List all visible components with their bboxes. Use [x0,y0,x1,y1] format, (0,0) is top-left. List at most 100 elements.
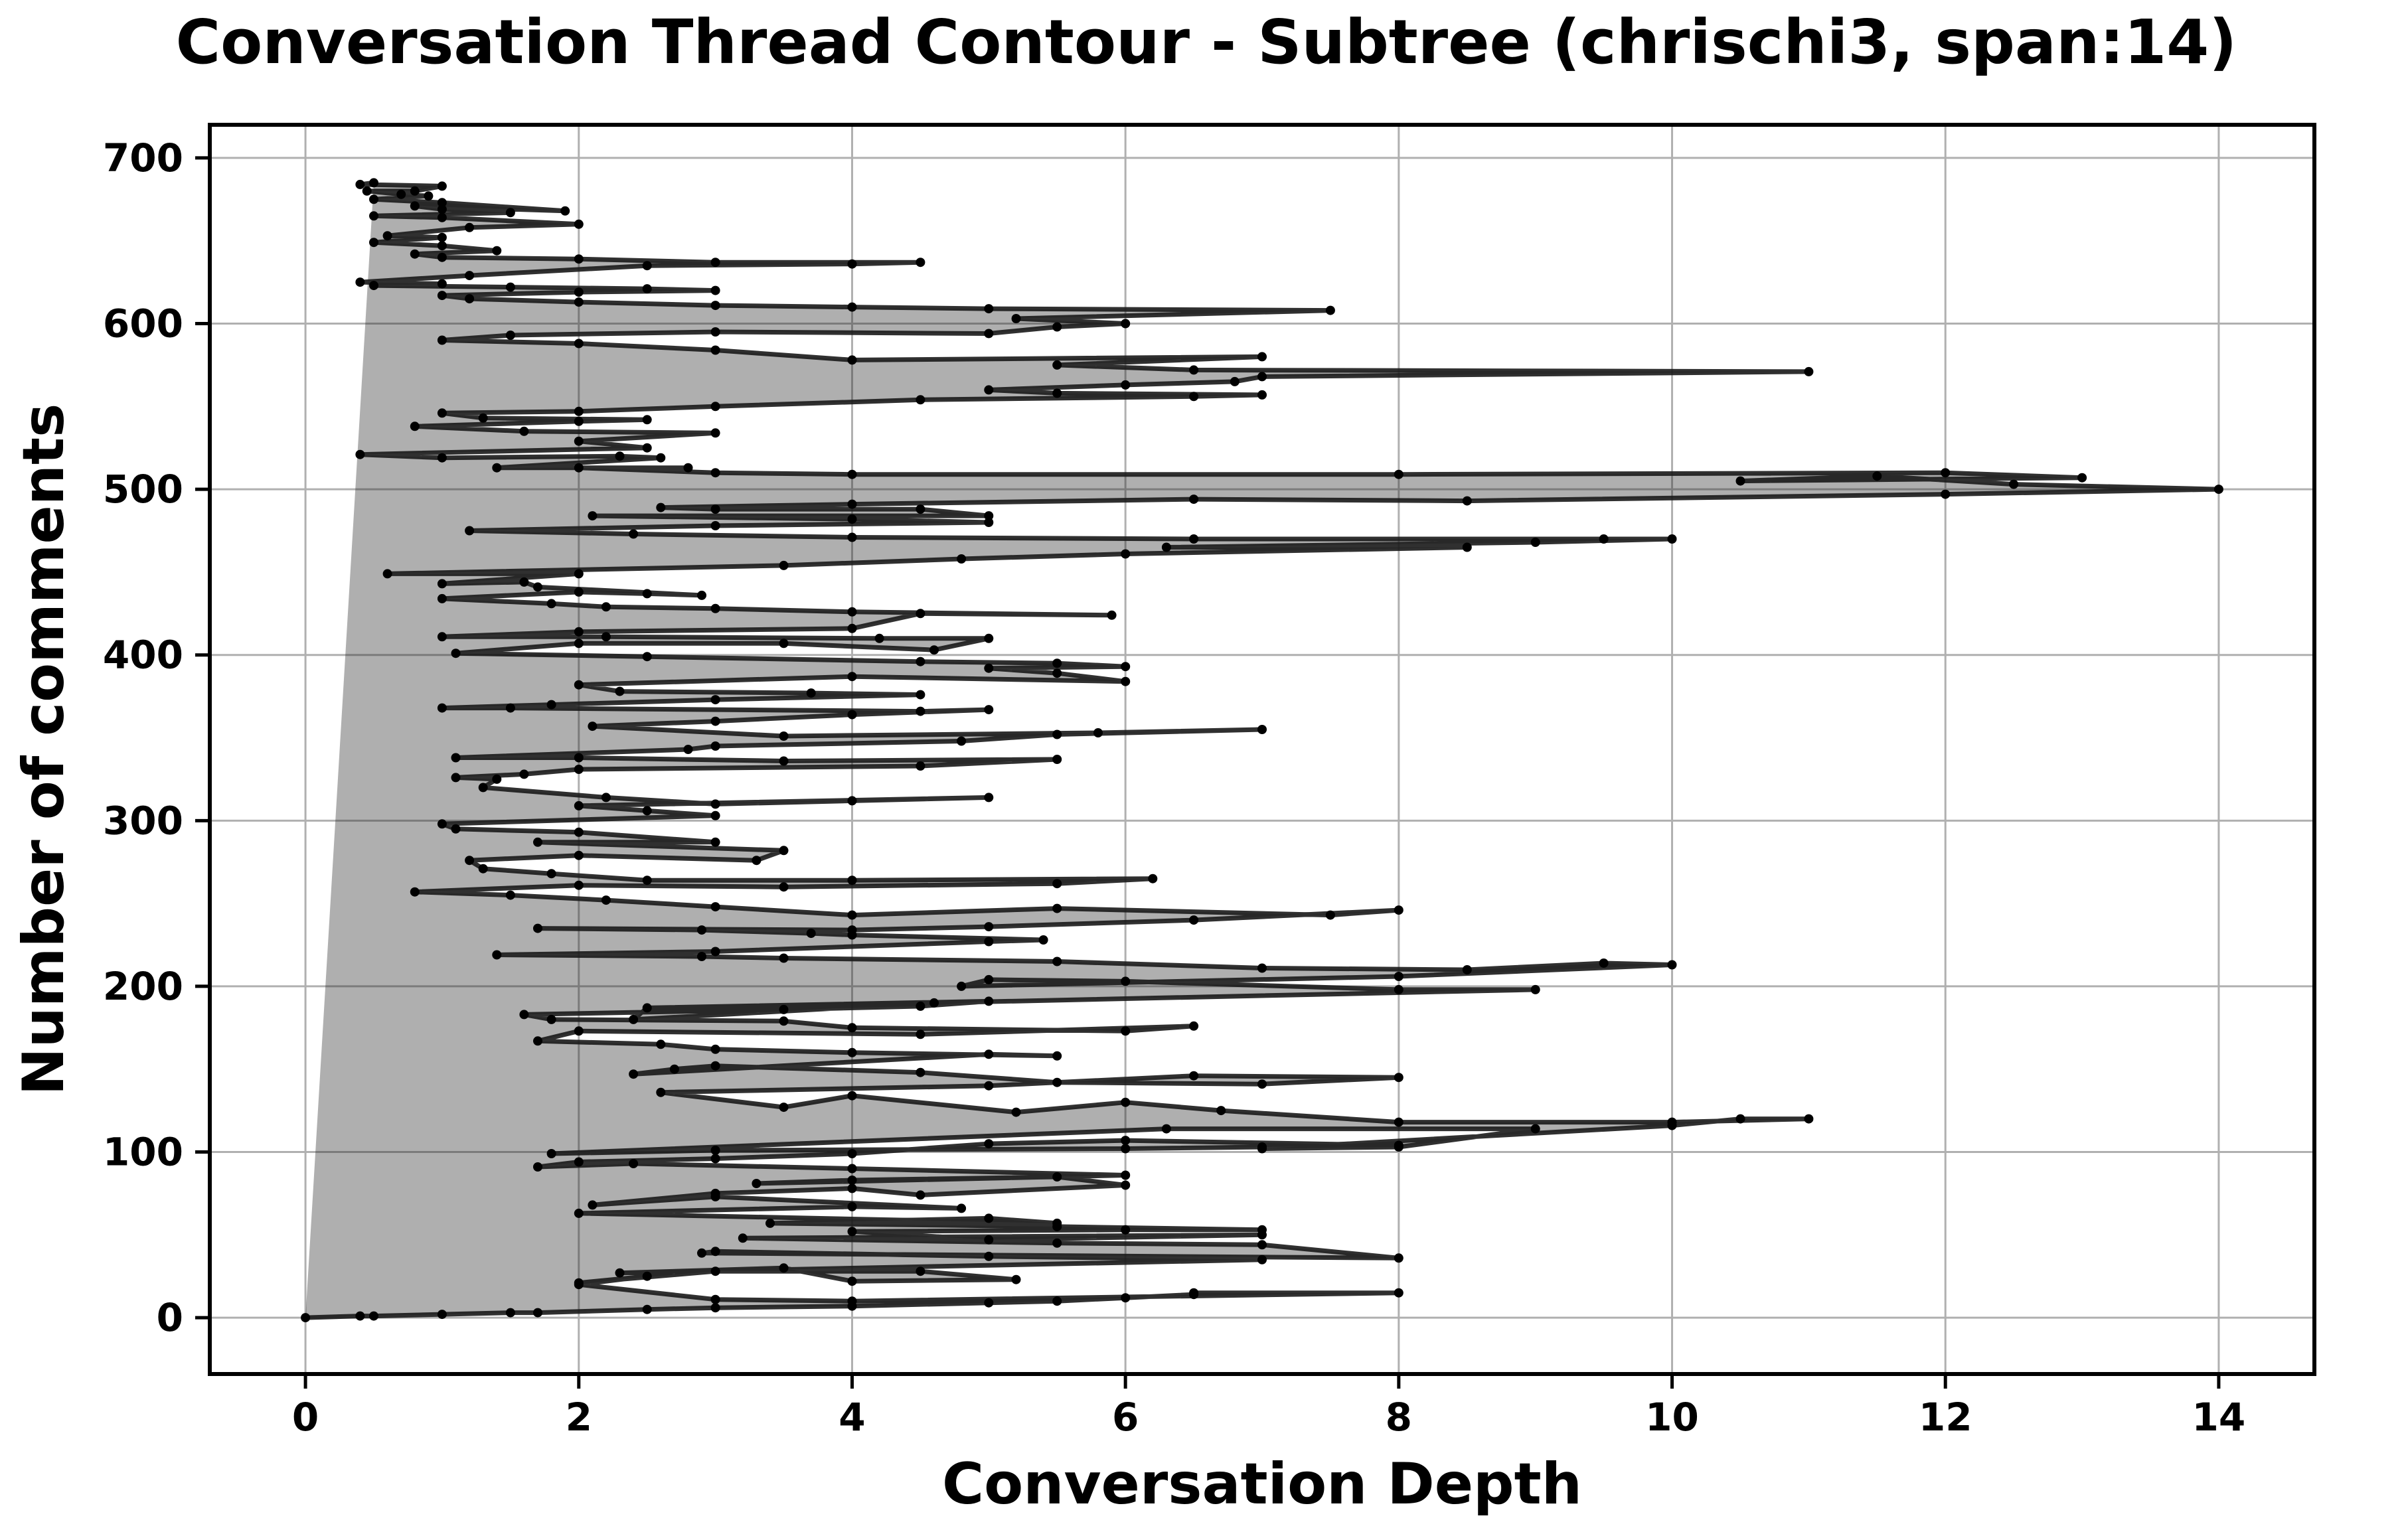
data-point [847,355,857,365]
data-point [615,686,625,696]
data-point [1011,1274,1021,1284]
data-point [710,902,720,912]
data-point [1121,1136,1131,1146]
data-point [710,521,720,530]
data-point [1189,915,1199,925]
data-point [1052,1172,1062,1182]
data-point [916,258,925,268]
y-tick-label: 600 [103,301,183,346]
data-point [437,408,447,418]
data-point [533,923,542,933]
data-point [1394,972,1404,981]
data-point [1052,729,1062,739]
data-point [710,402,720,412]
data-point [574,1208,584,1218]
data-point [588,1200,598,1210]
data-point [519,577,529,587]
data-point [437,819,447,829]
data-point [492,463,502,473]
data-point [1052,1051,1062,1061]
data-point [916,1190,925,1200]
data-point [1257,352,1267,362]
data-point [752,856,762,866]
data-point [697,952,706,961]
data-point [451,773,461,783]
data-point [546,599,556,609]
data-point [369,211,378,221]
data-point [642,652,652,662]
data-point [984,663,994,673]
data-point [847,1201,857,1211]
data-point [957,1203,967,1213]
data-point [1804,1114,1814,1124]
data-point [574,463,584,473]
data-point [492,950,502,960]
data-point [984,1049,994,1059]
y-tick-label: 300 [103,798,183,843]
x-tick-label: 8 [1386,1395,1412,1440]
data-point [847,469,857,479]
data-point [533,837,542,847]
data-point [1148,874,1158,883]
data-point [765,1218,775,1228]
data-point [478,864,488,874]
data-point [1052,322,1062,332]
x-tick-label: 4 [839,1395,865,1440]
data-point [779,1103,789,1112]
data-point [465,294,475,304]
data-point [642,415,652,425]
data-point [847,1276,857,1286]
chart-title: Conversation Thread Contour - Subtree (c… [176,7,2237,78]
data-point [710,468,720,478]
data-point [710,810,720,820]
data-point [710,258,720,268]
data-point [710,1154,720,1164]
data-point [574,680,584,690]
data-point [1093,728,1103,737]
data-point [1530,984,1540,994]
data-point [1052,658,1062,668]
data-point [1121,1097,1131,1107]
data-point [437,291,447,301]
data-point [574,1157,584,1167]
data-point [1257,1255,1267,1264]
data-point [574,753,584,763]
data-point [847,1164,857,1174]
data-point [437,232,447,242]
data-point [629,1014,639,1024]
x-tick-label: 2 [566,1395,592,1440]
data-point [847,710,857,720]
data-point [437,453,447,463]
y-axis-ticks: 0 100 200 300 400 500 600 700 [103,135,210,1340]
data-point [437,212,447,222]
data-point [574,627,584,637]
data-point [1189,392,1199,402]
data-point [656,453,666,463]
data-point [874,633,884,643]
y-tick-label: 0 [157,1295,183,1340]
data-point [1216,1106,1226,1116]
data-point [410,249,420,259]
data-point [984,793,994,803]
data-point [355,1311,365,1321]
data-point [1257,1225,1267,1235]
data-point [1530,538,1540,547]
data-point [847,1023,857,1033]
data-point [642,1003,652,1013]
data-point [984,1235,994,1245]
data-point [1394,1253,1404,1263]
data-point [710,1303,720,1313]
data-point [916,761,925,771]
data-point [1052,903,1062,913]
y-tick-label: 400 [103,633,183,678]
data-point [465,526,475,536]
data-point [574,436,584,446]
data-point [301,1313,311,1323]
data-point [362,186,372,196]
data-point [656,1087,666,1097]
data-point [574,639,584,649]
data-point [710,1266,720,1276]
data-point [369,178,378,188]
data-point [1052,755,1062,764]
